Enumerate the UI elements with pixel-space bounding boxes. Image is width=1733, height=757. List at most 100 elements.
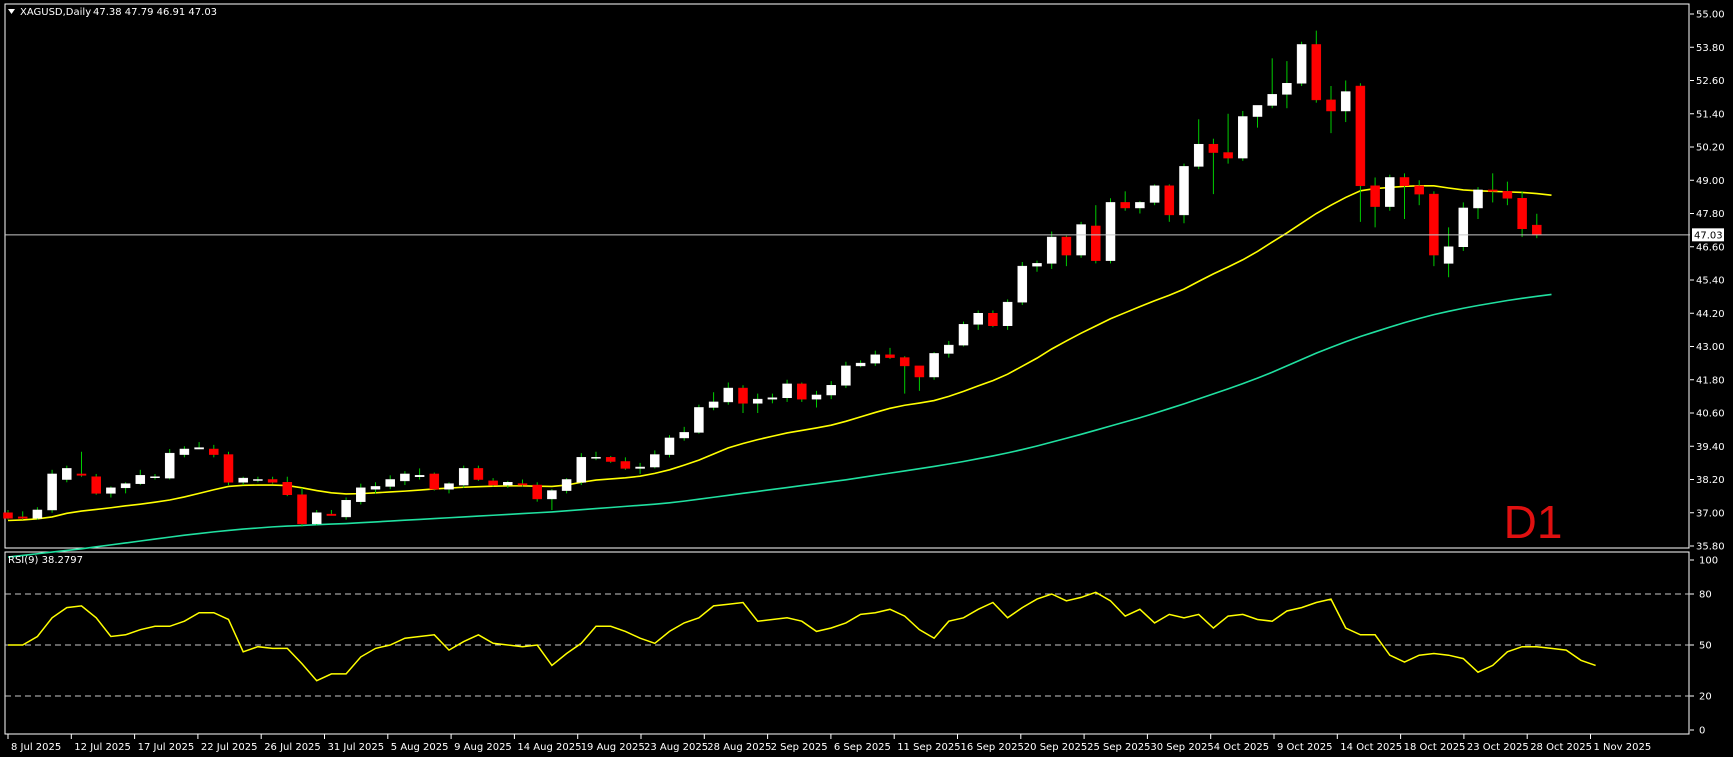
bull-candle-body: [1002, 301, 1013, 326]
time-tick-label: 30 Sep 2025: [1150, 742, 1213, 753]
candle: [17, 511, 28, 520]
bull-candle-body: [1252, 105, 1263, 117]
price-tick-label: 47.80: [1696, 209, 1725, 220]
candle: [1385, 174, 1395, 211]
price-tick-label: 40.60: [1696, 409, 1725, 420]
bull-candle-body: [708, 401, 719, 408]
candle: [326, 509, 337, 516]
price-tick-label: 51.40: [1696, 109, 1725, 120]
candle: [517, 479, 528, 487]
time-tick-label: 18 Oct 2025: [1404, 742, 1466, 753]
bear-candle-body: [1061, 236, 1072, 256]
bull-candle-body: [679, 432, 689, 439]
bull-candle-body: [944, 344, 954, 354]
bull-candle-body: [1385, 177, 1395, 207]
candle: [973, 310, 983, 330]
candle: [1046, 231, 1057, 269]
bull-candle-body: [1458, 207, 1469, 247]
candle: [1399, 173, 1410, 220]
bull-candle-body: [503, 482, 513, 486]
bull-candle-body: [150, 476, 160, 478]
bull-candle-body: [752, 398, 763, 404]
bull-candle-body: [694, 407, 704, 433]
bull-candle-body: [135, 475, 146, 484]
bull-candle-body: [929, 353, 939, 378]
candle: [253, 476, 263, 483]
candle: [1208, 138, 1219, 195]
candle: [1340, 80, 1351, 123]
candle: [135, 469, 146, 486]
rsi-tick-label: 0: [1699, 726, 1705, 737]
bear-candle-body: [1164, 185, 1175, 216]
time-tick-label: 23 Oct 2025: [1467, 742, 1529, 753]
bull-candle-body: [723, 387, 734, 403]
price-tick-label: 50.20: [1696, 143, 1725, 154]
candle: [1238, 110, 1248, 161]
candle: [988, 310, 998, 328]
bear-candle-body: [3, 512, 13, 519]
bull-candle-body: [811, 394, 822, 400]
bull-candle-body: [547, 490, 557, 500]
rsi-indicator-label[interactable]: RSI(9) 38.2797: [8, 555, 83, 566]
bear-candle-body: [1502, 191, 1513, 199]
dropdown-triangle-icon[interactable]: [8, 9, 15, 14]
candle: [1267, 58, 1277, 109]
time-tick-label: 2 Sep 2025: [771, 742, 828, 753]
candle: [76, 451, 87, 477]
bull-candle-body: [1135, 202, 1145, 209]
price-tick-label: 38.20: [1696, 475, 1725, 486]
price-axis: 55.00 53.80 52.60 51.40 50.20 49.00 47.80 46.60…: [1690, 10, 1725, 553]
bear-candle-body: [429, 473, 440, 490]
candle: [297, 487, 307, 527]
bull-candle-body: [164, 452, 175, 479]
candle: [1135, 201, 1145, 214]
candle: [1105, 198, 1116, 264]
candle: [106, 486, 116, 498]
candle: [664, 435, 675, 458]
bull-candle-body: [32, 509, 43, 519]
bull-candle-body: [47, 473, 57, 511]
bear-candle-body: [1355, 85, 1366, 187]
bull-candle-body: [650, 454, 660, 468]
bear-candle-body: [620, 461, 631, 469]
bull-candle-body: [194, 447, 204, 450]
bull-candle-body: [1282, 83, 1292, 95]
candle: [1370, 177, 1380, 228]
bull-candle-body: [870, 354, 881, 364]
candle: [561, 478, 572, 494]
price-tick-label: 43.00: [1696, 342, 1725, 353]
price-tick-label: 35.80: [1696, 542, 1725, 553]
price-panel-frame: [4, 3, 1690, 549]
bear-candle-body: [1399, 177, 1410, 187]
candle: [400, 471, 410, 486]
candle: [3, 509, 13, 520]
candle: [194, 442, 204, 450]
candle: [370, 482, 381, 494]
symbol-label[interactable]: XAGUSD,Daily: [20, 7, 91, 18]
candle: [1502, 181, 1513, 206]
candle: [694, 404, 704, 434]
bull-candle-body: [1296, 44, 1307, 84]
candle: [488, 478, 498, 487]
candle: [1355, 83, 1366, 222]
candle: [1076, 221, 1086, 258]
bear-candle-body: [1370, 185, 1380, 207]
bear-candle-body: [1311, 44, 1322, 101]
candle: [914, 365, 925, 391]
time-tick-label: 28 Oct 2025: [1530, 742, 1592, 753]
rsi-tick-label: 50: [1699, 641, 1712, 652]
bear-candle-body: [1414, 185, 1424, 195]
bear-candle-body: [899, 357, 910, 367]
bull-candle-body: [356, 487, 366, 502]
rsi-level-lines: [5, 593, 1690, 697]
candle: [591, 451, 601, 461]
time-tick-label: 17 Jul 2025: [138, 742, 195, 753]
price-tick-label: 45.40: [1696, 276, 1725, 287]
bull-candle-body: [414, 475, 425, 477]
candle: [1252, 105, 1263, 128]
price-tick-label: 49.00: [1696, 176, 1725, 187]
candle: [1017, 261, 1028, 305]
bear-candle-body: [1120, 202, 1130, 209]
price-tick-label: 41.80: [1696, 375, 1725, 386]
rsi-tick-label: 100: [1699, 556, 1718, 567]
